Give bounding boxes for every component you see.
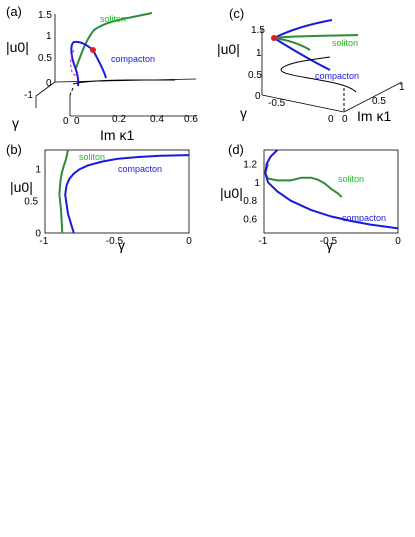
panel-c: (c) 1.5 1 0.5 0 |u0| -0.5 0 γ 0 0.5 1 Im… [217,6,405,125]
y-axis-label-c: γ [240,105,247,121]
soliton-label-c: soliton [332,38,358,48]
x-tick: 0.5 [372,96,386,107]
y-tick: -1 [24,90,33,101]
panel-a: (a) 1.5 1 0.5 0 |u0| -1 0 γ 0 0.2 0.4 0.… [6,4,198,143]
black-curve-c [280,56,357,93]
black-dash-a [69,87,74,96]
compacton-curve-d [264,149,399,230]
compacton-curve-a-left [70,40,94,87]
panel-b: (b) |u0| γ -1 -0.5 0 0 0.5 1 soliton compacto… [6,142,192,253]
panel-d: (d) |u0| γ -1 -0.5 0 0.6 0.8 1 1.2 soliton com… [220,142,401,253]
z-tick: 1.5 [251,25,265,36]
y-tick-label: 0.6 [243,215,257,226]
compacton-label-b: compacton [118,164,162,174]
compacton-curve-c-bottom [273,37,331,71]
y-axis-label-b: |u0| [10,179,33,195]
z-tick: 1.5 [38,10,52,21]
compacton-curve-b [64,154,190,234]
compacton-label-d: compacton [342,213,386,223]
y-tick-label: 1 [35,165,41,176]
x-tick: 0 [342,114,348,125]
y-tick-label: 0.5 [24,197,38,208]
z-tick: 0.5 [38,53,52,64]
soliton-curve-b [58,149,69,234]
panel-label-d: (d) [228,142,244,157]
black-curve-a [72,79,175,85]
magenta-curve-a [70,49,79,76]
y-tick-label: 0.8 [243,196,257,207]
compacton-curve-c-top [273,19,333,39]
z-tick: 0.5 [248,70,262,81]
y-tick-label: 0 [35,229,41,240]
x-tick: 1 [399,82,405,93]
base-frame-a [69,95,196,117]
y-axis-label-a: γ [12,115,19,131]
marker-point-a [90,47,96,53]
compacton-curve-a-right [92,49,107,79]
y-tick: 0 [63,116,69,127]
x-axis-label-c: Im κ1 [357,108,391,124]
axes-frame-a [35,14,197,108]
compacton-label-a: compacton [111,54,155,64]
x-axis-label-d: γ [326,237,333,253]
x-tick: 0 [74,116,80,127]
z-ticks-c: 1.5 1 0.5 0 [248,25,265,102]
z-tick: 1 [256,48,262,59]
z-axis-label-c: |u0| [217,41,240,57]
x-tick: 0.6 [184,114,198,125]
x-tick: 0.4 [150,114,164,125]
ticks-b: -1 -0.5 0 0 0.5 1 [24,165,192,247]
plot-area-b [44,149,190,234]
x-tick-label: -0.5 [106,236,124,247]
x-axis-label-a: Im κ1 [100,127,134,143]
axes-frame-c [261,28,403,113]
z-tick: 0 [46,78,52,89]
compacton-label-c: compacton [315,71,359,81]
soliton-label-d: soliton [338,174,364,184]
panel-label-a: (a) [6,4,22,19]
x-tick-label: 0 [395,236,401,247]
panel-label-c: (c) [229,6,244,21]
x-tick-label: -1 [39,236,48,247]
soliton-curve-c-top [273,34,359,39]
y-tick-label: 1 [254,178,260,189]
y-tick-label: 1.2 [243,159,257,170]
soliton-label-b: soliton [79,152,105,162]
z-ticks-a: 1.5 1 0.5 0 [38,10,52,89]
x-tick-label: -1 [258,236,267,247]
ticks-d: -1 -0.5 0 0.6 0.8 1 1.2 [243,159,401,247]
marker-point-c [271,35,277,41]
soliton-curve-c-bottom [273,37,311,51]
z-tick: 0 [255,91,261,102]
soliton-curve-a [75,12,153,69]
y-tick: 0 [328,114,334,125]
x-tick-label: 0 [186,236,192,247]
z-tick: 1 [46,31,52,42]
y-axis-label-d: |u0| [220,185,243,201]
x-axis-label-b: γ [118,237,125,253]
y-tick: -0.5 [268,98,286,109]
soliton-label-a: soliton [100,14,126,24]
x-tick: 0.2 [112,114,126,125]
x-tick-label: -0.5 [320,236,338,247]
plot-area-d [263,149,399,234]
z-axis-label-a: |u0| [6,39,29,55]
panel-label-b: (b) [6,142,22,157]
